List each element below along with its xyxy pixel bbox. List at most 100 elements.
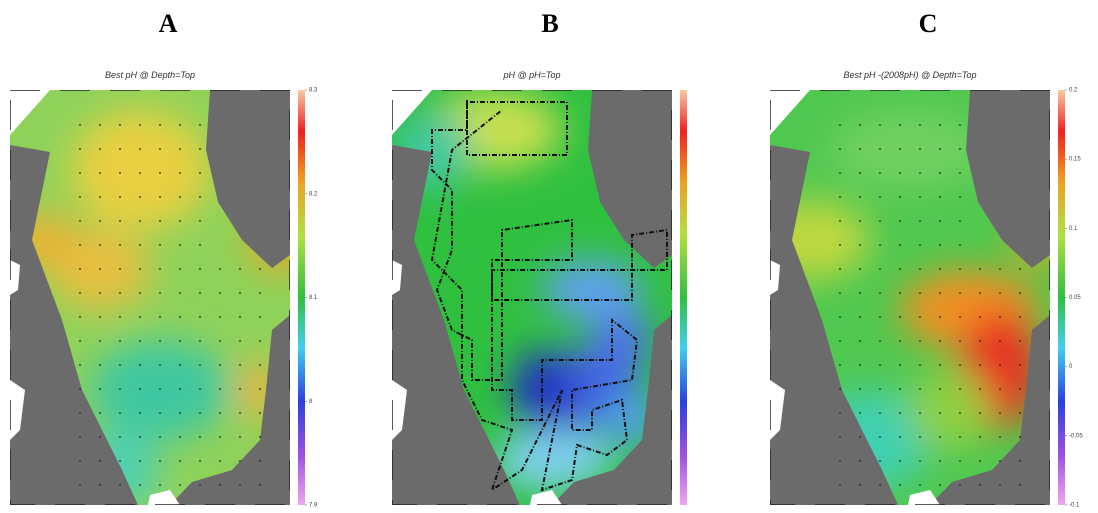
station — [219, 436, 221, 438]
station — [1019, 436, 1021, 438]
station — [919, 388, 921, 390]
station — [899, 220, 901, 222]
station — [159, 460, 161, 462]
station — [979, 436, 981, 438]
station — [79, 316, 81, 318]
map — [770, 90, 1050, 505]
station — [79, 364, 81, 366]
station — [119, 436, 121, 438]
station — [179, 388, 181, 390]
station — [79, 436, 81, 438]
station — [239, 316, 241, 318]
station — [919, 316, 921, 318]
station — [119, 196, 121, 198]
station — [959, 220, 961, 222]
station — [139, 460, 141, 462]
station — [199, 316, 201, 318]
sea-blob — [492, 430, 612, 490]
station — [839, 268, 841, 270]
station — [239, 460, 241, 462]
station — [179, 244, 181, 246]
station — [199, 460, 201, 462]
station — [939, 244, 941, 246]
station — [879, 412, 881, 414]
station — [139, 436, 141, 438]
station — [219, 292, 221, 294]
station — [919, 292, 921, 294]
station — [179, 172, 181, 174]
station — [139, 316, 141, 318]
panel: A Best pH @ Depth=Top 7.9 8 8.1 8.2 8.3 — [10, 9, 318, 509]
station — [919, 412, 921, 414]
station — [919, 340, 921, 342]
station — [959, 268, 961, 270]
station — [939, 412, 941, 414]
colorbar — [298, 90, 305, 505]
station — [199, 412, 201, 414]
station — [119, 148, 121, 150]
station — [859, 460, 861, 462]
station — [879, 268, 881, 270]
station — [219, 460, 221, 462]
station — [979, 412, 981, 414]
station — [99, 292, 101, 294]
station — [79, 244, 81, 246]
station — [939, 316, 941, 318]
station — [99, 460, 101, 462]
colorbar-tick-label: 8.2 — [309, 191, 318, 197]
station — [859, 268, 861, 270]
station — [1019, 292, 1021, 294]
station — [899, 268, 901, 270]
station — [1019, 364, 1021, 366]
station — [859, 244, 861, 246]
station — [879, 484, 881, 486]
station — [179, 316, 181, 318]
station — [239, 484, 241, 486]
station — [119, 340, 121, 342]
station — [839, 148, 841, 150]
station — [939, 148, 941, 150]
station — [219, 316, 221, 318]
station — [159, 388, 161, 390]
sea-blob — [90, 340, 230, 440]
station — [119, 388, 121, 390]
station — [839, 196, 841, 198]
station — [959, 364, 961, 366]
station — [99, 220, 101, 222]
panel: BpH @ pH=Top — [392, 9, 687, 505]
station — [939, 172, 941, 174]
station — [259, 436, 261, 438]
station — [919, 364, 921, 366]
land — [392, 145, 520, 505]
station — [79, 268, 81, 270]
station — [879, 388, 881, 390]
station — [999, 388, 1001, 390]
colorbar-tick-label: 8 — [309, 399, 313, 405]
station — [999, 268, 1001, 270]
station — [119, 172, 121, 174]
station — [259, 460, 261, 462]
station — [959, 172, 961, 174]
blank — [770, 90, 810, 135]
land — [206, 90, 290, 268]
station — [179, 268, 181, 270]
station — [159, 340, 161, 342]
station — [139, 268, 141, 270]
station — [859, 220, 861, 222]
station — [879, 436, 881, 438]
sea-blob — [770, 200, 870, 280]
station — [839, 172, 841, 174]
station — [939, 484, 941, 486]
sea-blob — [592, 310, 652, 370]
station — [179, 484, 181, 486]
station — [879, 244, 881, 246]
station — [879, 316, 881, 318]
land — [588, 90, 672, 268]
station — [99, 196, 101, 198]
station — [159, 124, 161, 126]
station — [839, 340, 841, 342]
blank — [10, 90, 50, 135]
land — [552, 315, 672, 505]
station — [899, 292, 901, 294]
station — [899, 172, 901, 174]
